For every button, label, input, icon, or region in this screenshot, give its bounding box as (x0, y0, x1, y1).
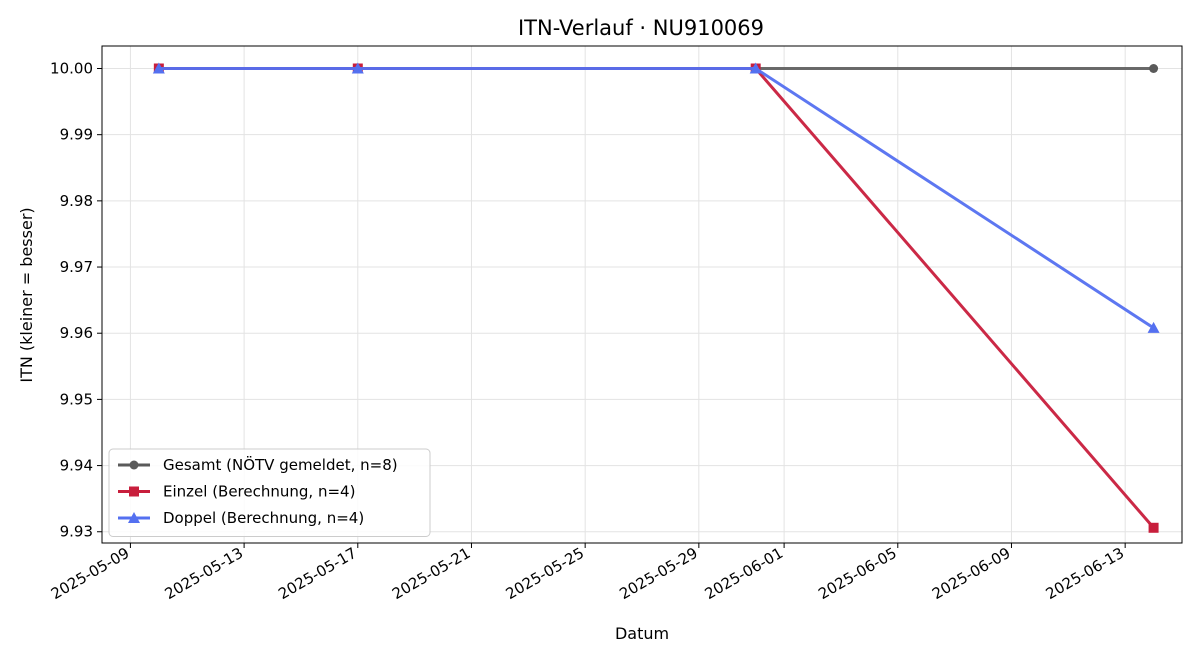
data-point (1149, 64, 1159, 74)
legend-label: Gesamt (NÖTV gemeldet, n=8) (163, 455, 398, 474)
y-tick-label: 9.98 (60, 192, 93, 210)
y-tick-label: 9.93 (60, 523, 93, 541)
y-tick-label: 9.99 (60, 126, 93, 144)
data-point (128, 512, 140, 523)
x-tick-label: 2025-06-05 (815, 544, 900, 603)
legend-box (108, 448, 431, 537)
legend-label: Einzel (Berechnung, n=4) (163, 483, 355, 501)
data-point (1147, 321, 1160, 333)
data-point (129, 486, 139, 497)
x-tick-label: 2025-06-09 (929, 544, 1014, 603)
series-group (152, 62, 1160, 333)
chart-title: ITN-Verlauf · NU910069 (518, 16, 764, 40)
x-axis-label: Datum (615, 624, 669, 643)
x-tick-label: 2025-06-01 (702, 544, 787, 603)
y-tick-label: 9.96 (60, 324, 93, 342)
data-point (129, 460, 139, 470)
y-tick-label: 10.00 (50, 60, 93, 78)
legend-label: Doppel (Berechnung, n=4) (163, 509, 364, 527)
x-tick-label: 2025-05-13 (162, 544, 247, 603)
data-point (351, 62, 364, 74)
x-tick-label: 2025-05-25 (503, 544, 588, 603)
series-lines (152, 62, 1160, 533)
legend-item: Einzel (Berechnung, n=4) (118, 483, 355, 501)
x-tick-label: 2025-06-13 (1043, 544, 1128, 603)
x-tick-label: 2025-05-29 (616, 544, 701, 603)
x-tick-label: 2025-05-17 (275, 544, 360, 603)
legend-item: Doppel (Berechnung, n=4) (118, 509, 364, 527)
legend: Gesamt (NÖTV gemeldet, n=8) Einzel (Berec… (108, 448, 431, 537)
legend-item: Gesamt (NÖTV gemeldet, n=8) (118, 455, 398, 474)
x-tick-label: 2025-05-09 (48, 544, 133, 603)
y-tick-label: 9.97 (60, 258, 93, 276)
series-line (157, 67, 1156, 330)
y-axis-label: ITN (kleiner = besser) (17, 207, 36, 382)
y-tick-label: 9.95 (60, 390, 93, 408)
data-point (749, 62, 762, 74)
x-tick-label: 2025-05-21 (389, 544, 474, 603)
data-point (152, 62, 165, 74)
plot-frame (101, 45, 1183, 544)
data-point (1148, 522, 1159, 533)
y-tick-label: 9.94 (60, 457, 93, 475)
